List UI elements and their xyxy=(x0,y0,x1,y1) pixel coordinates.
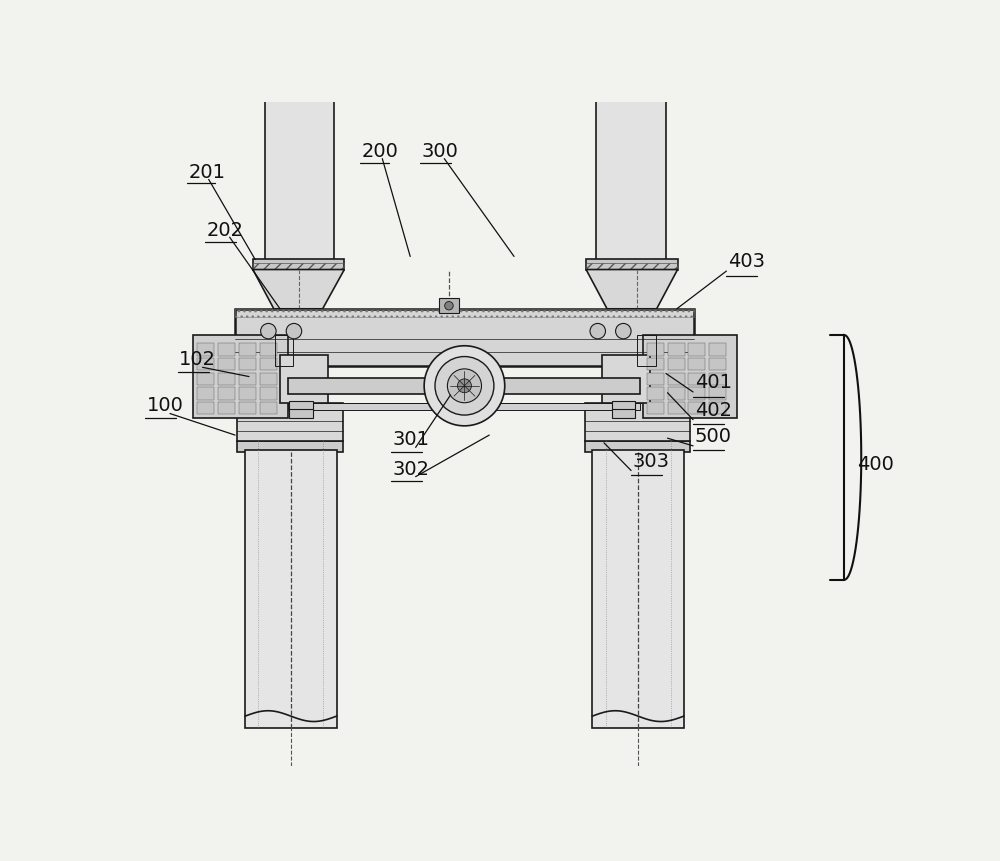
Bar xyxy=(647,359,664,371)
Circle shape xyxy=(261,324,276,339)
Bar xyxy=(602,356,650,403)
Bar xyxy=(643,336,737,418)
Bar xyxy=(239,374,256,386)
Text: 401: 401 xyxy=(695,373,732,392)
Circle shape xyxy=(286,324,302,339)
Bar xyxy=(197,359,214,371)
Bar xyxy=(688,344,705,356)
Bar xyxy=(668,388,685,400)
Bar xyxy=(288,403,640,411)
Bar xyxy=(688,374,705,386)
Circle shape xyxy=(590,324,606,339)
Bar xyxy=(668,344,685,356)
Bar xyxy=(668,359,685,371)
Text: 301: 301 xyxy=(392,430,429,449)
Bar xyxy=(218,374,235,386)
Bar xyxy=(239,388,256,400)
Bar xyxy=(280,356,328,403)
Bar xyxy=(586,259,678,270)
Text: 402: 402 xyxy=(695,400,732,419)
Bar xyxy=(245,451,337,728)
Bar xyxy=(264,101,334,263)
Bar xyxy=(612,402,635,411)
Text: 102: 102 xyxy=(179,350,216,369)
Bar xyxy=(688,402,705,415)
Bar xyxy=(688,388,705,400)
Bar xyxy=(260,359,277,371)
Text: 201: 201 xyxy=(189,163,226,182)
Circle shape xyxy=(445,302,453,311)
Bar xyxy=(237,442,343,453)
Bar xyxy=(235,309,694,317)
Bar xyxy=(668,374,685,386)
Bar xyxy=(647,402,664,415)
Text: 202: 202 xyxy=(206,220,243,239)
Bar xyxy=(197,388,214,400)
Text: 100: 100 xyxy=(147,396,184,415)
Bar xyxy=(193,336,288,418)
Bar xyxy=(275,336,293,366)
Bar xyxy=(260,402,277,415)
Bar xyxy=(288,379,640,394)
Bar xyxy=(237,403,343,442)
Bar xyxy=(239,344,256,356)
Bar xyxy=(612,410,635,418)
Bar xyxy=(709,359,726,371)
Bar xyxy=(218,402,235,415)
Text: 400: 400 xyxy=(857,455,893,474)
Bar xyxy=(592,451,684,728)
Bar xyxy=(637,336,656,366)
Circle shape xyxy=(447,369,482,403)
Bar xyxy=(197,374,214,386)
Circle shape xyxy=(616,324,631,339)
Bar xyxy=(239,402,256,415)
Text: 303: 303 xyxy=(633,451,670,470)
Circle shape xyxy=(435,357,494,416)
Bar xyxy=(709,344,726,356)
Text: 200: 200 xyxy=(361,142,398,161)
Bar xyxy=(197,402,214,415)
Bar xyxy=(218,344,235,356)
Bar xyxy=(585,403,690,442)
Circle shape xyxy=(424,346,505,426)
Bar xyxy=(260,344,277,356)
Polygon shape xyxy=(586,270,678,309)
Text: 403: 403 xyxy=(728,251,765,270)
Bar xyxy=(688,359,705,371)
Bar xyxy=(439,299,459,314)
Bar xyxy=(260,374,277,386)
Bar xyxy=(596,101,666,263)
Bar xyxy=(668,402,685,415)
Bar xyxy=(253,259,344,270)
Bar xyxy=(289,410,313,418)
Bar xyxy=(253,264,344,270)
Bar xyxy=(260,388,277,400)
Bar xyxy=(218,359,235,371)
Bar xyxy=(709,388,726,400)
Bar xyxy=(709,402,726,415)
Bar xyxy=(197,344,214,356)
Bar xyxy=(585,442,690,453)
Bar xyxy=(239,359,256,371)
Bar xyxy=(647,344,664,356)
Text: 300: 300 xyxy=(421,142,458,161)
Bar xyxy=(586,264,678,270)
Circle shape xyxy=(457,380,471,393)
Bar xyxy=(235,309,694,366)
Polygon shape xyxy=(253,270,344,309)
Text: 500: 500 xyxy=(695,427,732,446)
Bar xyxy=(218,388,235,400)
Bar xyxy=(647,388,664,400)
Bar xyxy=(647,374,664,386)
Text: 302: 302 xyxy=(392,459,429,478)
Bar xyxy=(709,374,726,386)
Bar xyxy=(289,402,313,411)
